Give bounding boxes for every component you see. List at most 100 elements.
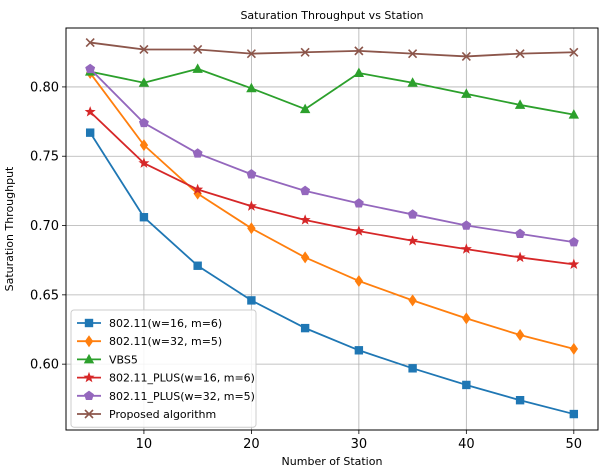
data-point — [514, 99, 526, 109]
series-group — [84, 37, 580, 419]
data-point — [461, 51, 471, 61]
series-line — [89, 72, 575, 350]
data-point — [354, 46, 364, 56]
data-point — [192, 183, 204, 195]
data-point — [408, 364, 417, 373]
data-point — [246, 82, 257, 93]
data-point-stroke — [193, 44, 203, 55]
data-point — [193, 261, 202, 270]
series-vbs5 — [84, 63, 580, 119]
data-point — [408, 294, 417, 307]
data-point — [407, 209, 418, 219]
series-line — [89, 67, 574, 116]
legend-label: 802.11(w=16, m=6) — [109, 317, 222, 330]
legend-label: 802.11_PLUS(w=16, m=6) — [109, 372, 255, 385]
plot-frame — [65, 27, 599, 431]
data-point — [407, 234, 419, 246]
data-point-stroke — [515, 49, 525, 59]
legend-label: VBS5 — [109, 353, 138, 366]
legend-marker — [83, 371, 95, 383]
data-point — [192, 63, 203, 73]
y-tick-label: 0.70 — [30, 219, 59, 234]
data-point — [515, 228, 526, 239]
data-point — [354, 346, 364, 355]
series-proposed-algorithm — [85, 37, 579, 61]
data-point-stroke — [354, 46, 364, 56]
data-point — [138, 77, 150, 87]
data-point — [462, 380, 471, 390]
legend-item: VBS5 — [77, 353, 138, 366]
x-tick-label: 30 — [351, 437, 368, 452]
data-point — [514, 251, 526, 263]
data-point — [353, 198, 364, 208]
data-point — [568, 109, 580, 119]
series-line — [89, 132, 575, 415]
chart-title: Saturation Throughput vs Station — [240, 9, 423, 22]
legend-item: Proposed algorithm — [77, 408, 216, 421]
axis-ticks: 10 20 30 40 50 0.60 0.65 0.70 0.75 0.80 — [30, 80, 582, 452]
data-point — [192, 148, 203, 158]
data-point — [353, 225, 365, 236]
data-point-stroke — [461, 51, 471, 61]
x-tick-label: 20 — [243, 437, 260, 452]
legend-marker — [84, 390, 94, 401]
data-point — [300, 185, 311, 196]
y-tick-label: 0.75 — [30, 150, 59, 165]
legend-marker-stroke — [84, 409, 94, 419]
data-point — [300, 47, 310, 57]
series-802-11-w-16-m-6 — [85, 128, 579, 419]
series-line — [89, 68, 574, 244]
data-point — [515, 395, 525, 405]
legend-marker — [84, 335, 94, 348]
data-point — [246, 49, 256, 59]
legend-item: 802.11(w=32, m=5) — [77, 335, 222, 348]
data-point — [139, 44, 149, 55]
data-point — [85, 37, 95, 48]
series-802-11-plus-w-32-m-5 — [85, 63, 579, 247]
data-point — [299, 103, 311, 114]
data-point — [139, 139, 149, 152]
data-point — [85, 63, 96, 74]
legend-marker — [84, 318, 94, 328]
data-point — [245, 200, 257, 211]
x-axis-label: Number of Station — [282, 455, 383, 468]
legend-item: 802.11_PLUS(w=16, m=6) — [77, 372, 255, 385]
data-point-stroke — [246, 49, 256, 59]
data-point-stroke — [85, 37, 95, 48]
data-point — [193, 44, 203, 55]
data-point — [138, 117, 149, 128]
data-point — [568, 258, 580, 270]
legend-label: 802.11_PLUS(w=32, m=5) — [109, 390, 255, 403]
legend-marker — [84, 409, 94, 419]
data-point — [300, 323, 310, 333]
data-point — [84, 106, 96, 117]
y-tick-label: 0.65 — [30, 288, 59, 303]
data-point — [246, 169, 257, 179]
data-point-stroke — [139, 44, 149, 55]
data-point-stroke — [569, 47, 579, 57]
data-point — [247, 296, 256, 305]
data-point — [408, 49, 418, 59]
data-point — [515, 49, 525, 59]
data-point — [569, 47, 579, 57]
legend-marker — [83, 353, 95, 364]
data-point — [85, 128, 95, 137]
legend-item: 802.11(w=16, m=6) — [77, 317, 222, 330]
x-tick-label: 50 — [566, 437, 583, 452]
legend-label: Proposed algorithm — [109, 408, 216, 421]
y-tick-label: 0.60 — [30, 358, 59, 373]
series-802-11-plus-w-16-m-6 — [84, 106, 580, 270]
data-point — [354, 274, 364, 287]
data-point — [462, 312, 471, 325]
data-point — [515, 329, 525, 342]
x-tick-label: 10 — [136, 437, 153, 452]
data-point — [353, 67, 365, 78]
data-point — [461, 220, 472, 230]
data-point — [569, 342, 579, 355]
data-point — [139, 213, 149, 222]
data-point — [461, 88, 472, 98]
x-tick-label: 40 — [458, 437, 475, 452]
legend-box — [70, 309, 257, 428]
legend: 802.11(w=16, m=6) 802.11(w=32, m=5) VBS5 80… — [70, 309, 257, 428]
